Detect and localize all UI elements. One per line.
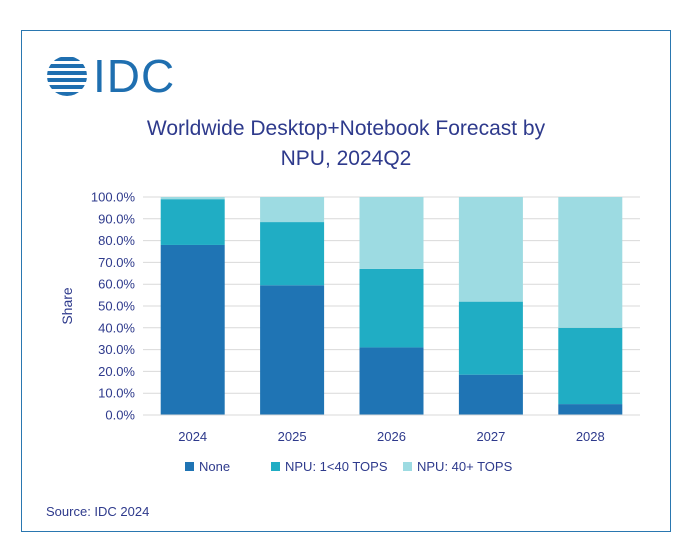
bar-segment-none [260,285,325,415]
y-tick-label: 0.0% [105,408,135,423]
bar-segment-none [160,244,225,415]
x-tick-label: 2028 [576,429,605,444]
legend-label-none: None [199,459,230,474]
y-tick-label: 100.0% [91,190,136,205]
globe-icon [47,57,87,96]
y-tick-label: 40.0% [98,320,135,335]
bar-segment-npu_high [260,197,325,223]
bar-segment-npu_low [359,268,424,348]
legend-label-npu_low: NPU: 1<40 TOPS [285,459,388,474]
y-tick-label: 60.0% [98,277,135,292]
y-tick-label: 10.0% [98,386,135,401]
stacked-bar-chart: 0.0% 10.0% 20.0% 30.0% 40.0% 50.0% 60.0% 70.0% 8… [59,190,640,474]
y-tick-label: 80.0% [98,233,135,248]
y-axis-label: Share [59,287,75,325]
bar-segment-npu_high [359,197,424,269]
bar-segment-npu_low [260,222,325,286]
bar-segment-none [458,374,523,415]
bar-segment-npu_high [558,197,623,328]
chart-title-line-1: Worldwide Desktop+Notebook Forecast by [146,117,546,140]
y-tick-label: 70.0% [98,255,135,270]
x-tick-label: 2024 [178,429,207,444]
y-tick-label: 20.0% [98,364,135,379]
x-tick-label: 2026 [377,429,406,444]
bar-segment-none [359,347,424,415]
bar-segment-none [558,404,623,415]
x-tick-label: 2027 [476,429,505,444]
chart-frame: IDC Worldwide Desktop+Notebook Forecast … [21,30,671,532]
legend-label-npu_high: NPU: 40+ TOPS [417,459,513,474]
bar-segment-npu_low [458,301,523,375]
legend-swatch-none [185,462,194,471]
legend-swatch-npu_high [403,462,412,471]
y-tick-label: 30.0% [98,342,135,357]
legend-swatch-npu_low [271,462,280,471]
bar-segment-npu_high [160,197,225,200]
source-note: Source: IDC 2024 [46,504,150,519]
bar-segment-npu_high [458,197,523,302]
y-tick-label: 90.0% [98,211,135,226]
idc-logo: IDC [45,51,175,101]
bar-segment-npu_low [160,199,225,245]
bar-segment-npu_low [558,327,623,405]
x-tick-label: 2025 [278,429,307,444]
logo-text: IDC [93,50,176,102]
chart-title-line-2: NPU, 2024Q2 [280,147,412,170]
y-tick-label: 50.0% [98,299,135,314]
